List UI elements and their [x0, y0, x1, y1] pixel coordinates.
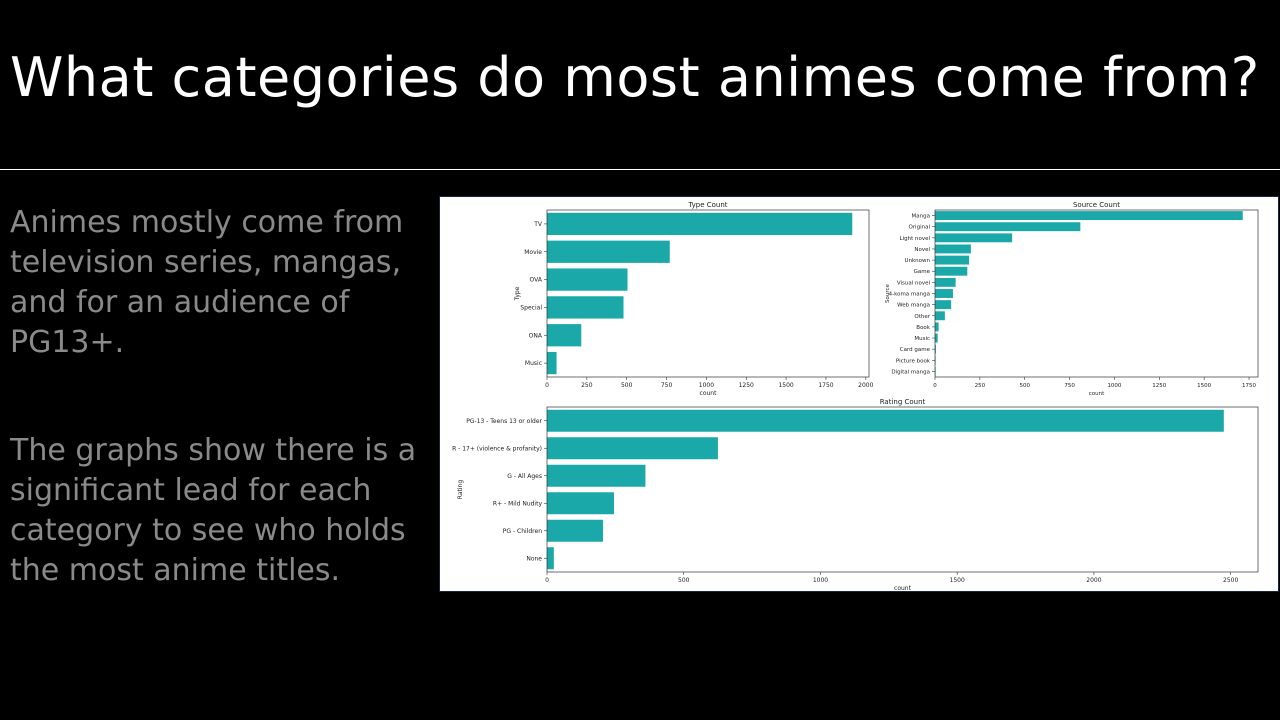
category-label: Movie: [524, 249, 542, 256]
category-label: Music: [525, 360, 542, 367]
x-tick-label: 1000: [1107, 383, 1121, 389]
x-tick-label: 1250: [739, 382, 754, 389]
category-label: Light novel: [900, 236, 931, 242]
category-label: Book: [916, 325, 931, 331]
category-label: Music: [914, 336, 930, 342]
chart-type-count: Type Count TV Movie OVA Special ONA Music 0 250 5…: [514, 201, 874, 397]
x-tick-label: 750: [661, 382, 673, 389]
slide-title: What categories do most animes come from…: [10, 46, 1260, 109]
x-tick-label: 1500: [1197, 383, 1211, 389]
chart-title: Type Count: [687, 201, 727, 209]
x-tick-label: 1500: [950, 577, 965, 584]
plot-frame: [546, 209, 870, 378]
x-axis-label: count: [1089, 391, 1105, 397]
x-tick-label: 1000: [813, 577, 828, 584]
x-axis-label: count: [894, 585, 912, 591]
category-label: TV: [533, 221, 543, 228]
x-tick-label: 1750: [818, 382, 833, 389]
category-label: PG - Children: [503, 528, 542, 535]
x-tick-label: 0: [933, 383, 937, 389]
category-label: Manga: [912, 214, 930, 220]
category-label: R+ - Mild Nudity: [493, 500, 543, 507]
category-label: Card game: [900, 347, 931, 353]
x-tick-label: 0: [545, 382, 549, 389]
bar: [547, 464, 646, 487]
x-tick-label: 500: [621, 382, 633, 389]
category-label: R - 17+ (violence & profanity): [452, 445, 542, 452]
bar: [935, 244, 971, 254]
explanation-paragraph: The graphs show there is a significant l…: [10, 433, 417, 588]
category-label: 4-koma manga: [889, 292, 930, 298]
x-tick-label: 250: [975, 383, 986, 389]
bar: [935, 233, 1013, 243]
category-label: Game: [914, 269, 931, 275]
x-tick-label: 250: [581, 382, 593, 389]
bar: [547, 547, 554, 570]
category-label: None: [526, 555, 542, 562]
x-tick-label: 2000: [1086, 577, 1101, 584]
bar: [935, 300, 952, 310]
category-label: ONA: [529, 332, 543, 339]
category-label: Unknown: [904, 258, 930, 264]
bar: [935, 277, 956, 287]
category-label: OVA: [530, 277, 543, 284]
x-tick-label: 0: [545, 577, 549, 584]
bar: [935, 266, 968, 276]
category-label: G - All Ages: [507, 473, 542, 480]
x-tick-label: 1000: [699, 382, 714, 389]
bar: [547, 296, 624, 319]
category-label: Original: [908, 225, 930, 231]
bar: [547, 212, 853, 236]
category-label: Visual novel: [897, 280, 931, 286]
category-label: Digital manga: [891, 369, 930, 375]
x-tick-label: 500: [678, 577, 690, 584]
bar: [547, 268, 628, 291]
bar: [935, 333, 938, 343]
bar: [935, 222, 1081, 232]
chart-source-count: Source Count Manga Original Light novel Nove…: [885, 201, 1259, 397]
y-axis-label: Type: [514, 286, 521, 301]
title-divider: [0, 169, 1280, 170]
bar: [935, 344, 936, 354]
category-label: Picture book: [896, 358, 931, 364]
chart-title: Source Count: [1073, 201, 1120, 209]
summary-paragraph: Animes mostly come from television serie…: [10, 205, 404, 360]
plot-frame: [934, 209, 1259, 378]
x-tick-label: 500: [1019, 383, 1030, 389]
bar: [547, 409, 1224, 432]
bar: [547, 437, 718, 460]
chart-rating-count: Rating Count PG-13 - Teens 13 or older R -…: [452, 398, 1259, 591]
bar: [935, 255, 970, 265]
category-label: Special: [520, 304, 542, 311]
bar: [547, 519, 604, 542]
bar: [547, 492, 614, 515]
bar: [935, 211, 1243, 221]
y-axis-label: Source: [885, 283, 891, 303]
bar: [935, 289, 953, 298]
x-tick-label: 1750: [1242, 383, 1256, 389]
x-tick-label: 1500: [778, 382, 793, 389]
category-label: Web manga: [897, 303, 930, 309]
charts-svg: Type Count TV Movie OVA Special ONA Music 0 250 5…: [452, 201, 1259, 591]
x-tick-label: 2500: [1223, 577, 1238, 584]
bar: [935, 322, 939, 332]
category-label: Other: [914, 314, 930, 320]
category-label: PG-13 - Teens 13 or older: [466, 418, 542, 425]
bar: [935, 311, 945, 321]
x-axis-label: count: [700, 390, 718, 397]
y-axis-label: Rating: [457, 480, 464, 500]
chart-title: Rating Count: [880, 398, 926, 406]
x-tick-label: 1250: [1152, 383, 1166, 389]
bar: [547, 324, 582, 347]
category-label: Novel: [914, 247, 930, 253]
bar: [547, 351, 557, 375]
bar: [547, 240, 670, 263]
plot-frame: [546, 406, 1259, 573]
chart-figure: Type Count TV Movie OVA Special ONA Music 0 250 5…: [439, 196, 1279, 592]
x-tick-label: 750: [1064, 383, 1075, 389]
x-tick-label: 2000: [858, 382, 873, 389]
